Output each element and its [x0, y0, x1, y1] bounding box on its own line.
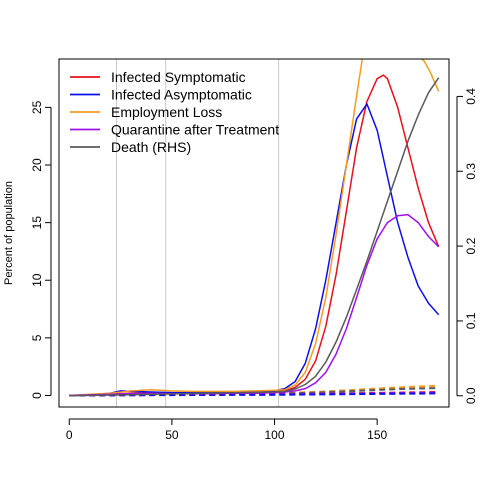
legend-label: Death (RHS) [111, 139, 191, 155]
legend-item: Infected Symptomatic [70, 69, 246, 85]
x-tick-label: 100 [265, 428, 285, 442]
legend-item: Infected Asymptomatic [70, 87, 252, 103]
legend-label: Employment Loss [111, 104, 222, 120]
y-tick-label-right: 0.4 [464, 88, 478, 105]
series-layer [69, 59, 440, 397]
y-axis-left: 0 5 10 15 20 25 [30, 100, 52, 399]
dashed-series-line-4 [69, 392, 439, 397]
series-line-3 [69, 213, 440, 397]
y-tick-label-left: 5 [30, 334, 44, 341]
y-tick-label-right: 0.2 [464, 237, 478, 254]
y-tick-label-left: 0 [30, 392, 44, 399]
y-tick-label-right: 0.0 [464, 387, 478, 404]
y-tick-label-left: 15 [30, 216, 44, 230]
legend-item: Death (RHS) [70, 139, 191, 155]
x-axis: 0 50 100 150 [66, 418, 387, 442]
legend-label: Infected Symptomatic [111, 69, 246, 85]
x-tick-label: 50 [165, 428, 179, 442]
y-tick-label-left: 20 [30, 158, 44, 172]
vertical-reference-lines [115, 59, 280, 407]
y-tick-label-left: 10 [30, 273, 44, 287]
y-tick-label-right: 0.3 [464, 163, 478, 180]
y-axis-right: 0.0 0.1 0.2 0.3 0.4 [456, 88, 478, 404]
legend-item: Employment Loss [70, 104, 222, 120]
legend: Infected Symptomatic Infected Asymptomati… [70, 69, 279, 155]
series-line-2 [69, 59, 440, 397]
series-line-1 [69, 103, 440, 397]
y-tick-label-right: 0.1 [464, 312, 478, 329]
x-tick-label: 150 [367, 428, 387, 442]
y-tick-label-left: 25 [30, 100, 44, 114]
legend-item: Quarantine after Treatment [70, 122, 279, 138]
legend-label: Quarantine after Treatment [111, 122, 279, 138]
legend-label: Infected Asymptomatic [111, 87, 252, 103]
x-tick-label: 0 [66, 428, 73, 442]
plot-frame [58, 58, 450, 408]
y-axis-title-left: Percent of population [3, 181, 15, 285]
series-line-4 [69, 77, 440, 397]
